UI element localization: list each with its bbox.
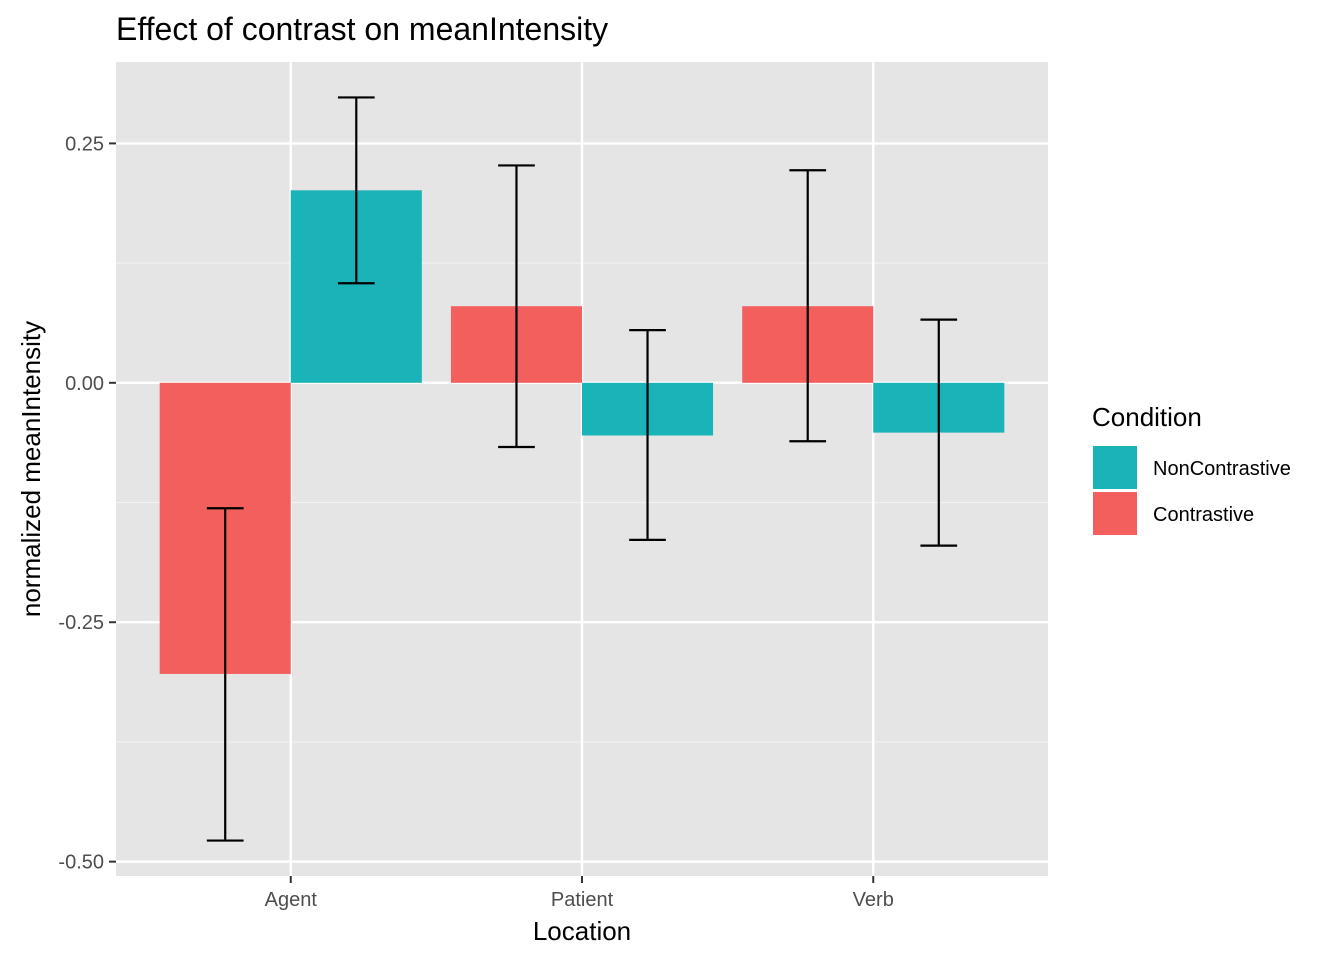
chart-title: Effect of contrast on meanIntensity: [116, 11, 608, 47]
y-tick-label: 0.00: [65, 373, 104, 395]
x-axis: Agent Patient Verb: [265, 876, 894, 911]
y-tick-label: -0.50: [58, 852, 104, 874]
x-tick-label: Patient: [551, 889, 614, 911]
legend-title: Condition: [1092, 402, 1202, 432]
legend-label-noncontrastive: NonContrastive: [1153, 458, 1291, 480]
x-tick-label: Agent: [265, 889, 318, 911]
y-tick-label: 0.25: [65, 133, 104, 155]
legend-key-noncontrastive: [1093, 446, 1137, 489]
y-axis: -0.50 -0.25 0.00 0.25: [58, 133, 116, 874]
x-tick-label: Verb: [853, 889, 894, 911]
legend: Condition NonContrastive Contrastive: [1092, 402, 1291, 535]
error-bars: [206, 96, 958, 842]
x-axis-title: Location: [533, 916, 631, 946]
legend-key-contrastive: [1093, 492, 1137, 535]
y-tick-label: -0.25: [58, 612, 104, 634]
y-axis-title: normalized meanIntensity: [16, 321, 46, 617]
legend-label-contrastive: Contrastive: [1153, 504, 1254, 526]
